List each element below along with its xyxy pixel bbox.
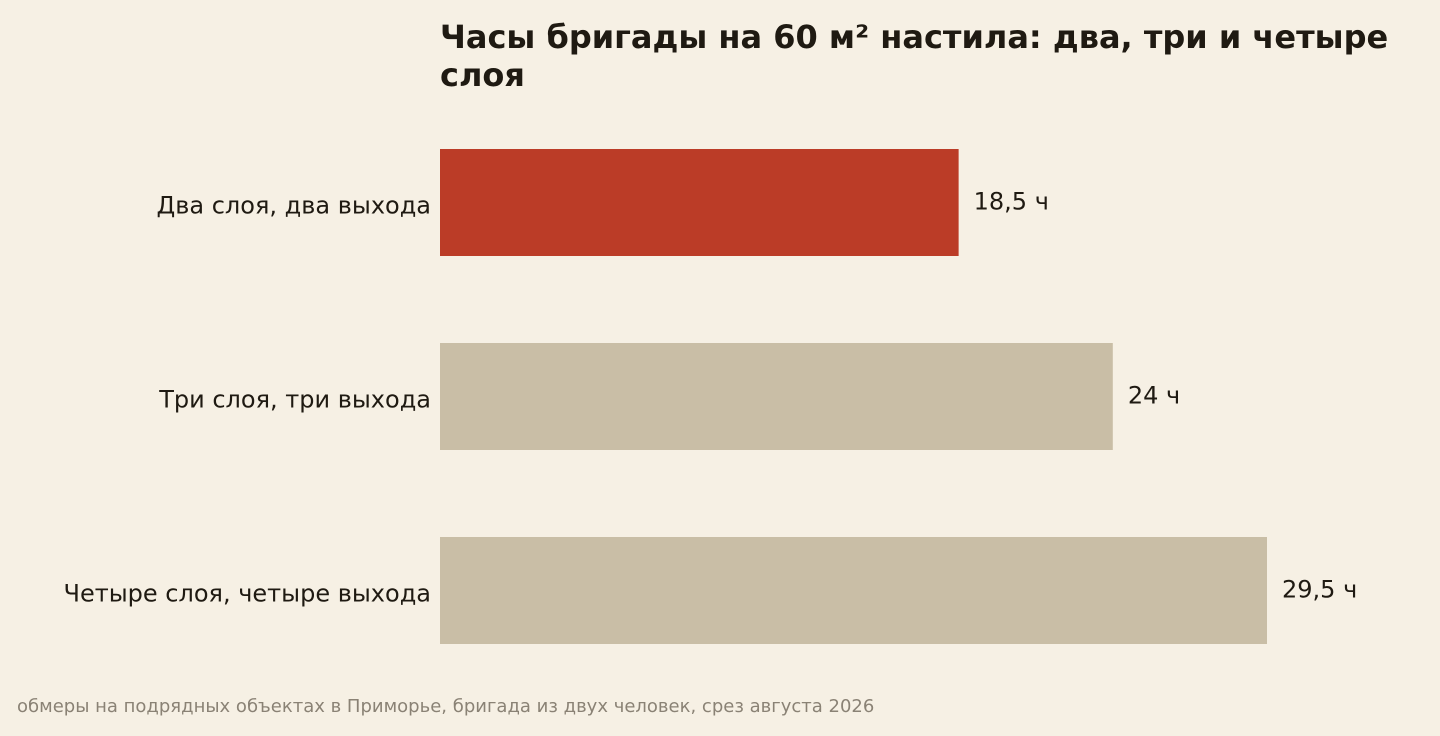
bars-layer: Два слоя, два выхода 18,5 ч Три слоя, три … — [64, 149, 1357, 644]
value-label-3: 29,5 ч — [1282, 576, 1357, 604]
category-label-3: Четыре слоя, четыре выхода — [64, 580, 431, 608]
category-label-2: Три слоя, три выхода — [158, 386, 431, 414]
source-note: обмеры на подрядных объектах в Приморье,… — [17, 696, 875, 717]
value-label-2: 24 ч — [1128, 382, 1180, 410]
value-label-1: 18,5 ч — [974, 188, 1049, 216]
chart-title: Часы бригады на 60 м² настила: два, три … — [440, 18, 1389, 94]
bar-3 — [440, 537, 1267, 644]
category-label-1: Два слоя, два выхода — [157, 192, 432, 220]
bar-1 — [440, 149, 959, 256]
bar-2 — [440, 343, 1113, 450]
